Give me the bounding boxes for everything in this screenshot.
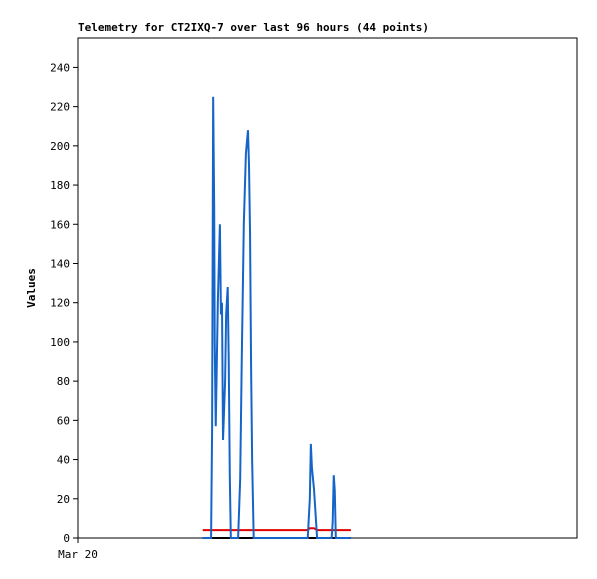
y-tick-label: 100	[50, 336, 70, 349]
x-tick-label: Mar 20	[58, 548, 98, 561]
y-tick-label: 140	[50, 257, 70, 270]
y-tick-label: 160	[50, 218, 70, 231]
y-tick-label: 180	[50, 179, 70, 192]
y-tick-label: 240	[50, 61, 70, 74]
series-line	[202, 527, 351, 532]
series-line	[202, 96, 351, 539]
y-axis-label: Values	[25, 268, 38, 308]
y-tick-label: 20	[57, 493, 70, 506]
plot-frame	[77, 37, 578, 539]
y-tick-label: 120	[50, 297, 70, 310]
y-tick-label: 0	[63, 532, 70, 545]
y-tick-label: 40	[57, 454, 70, 467]
y-tick-label: 60	[57, 414, 70, 427]
y-tick-label: 80	[57, 375, 70, 388]
y-tick-label: 200	[50, 140, 70, 153]
y-tick-label: 220	[50, 101, 70, 114]
chart-title: Telemetry for CT2IXQ-7 over last 96 hour…	[78, 21, 429, 34]
